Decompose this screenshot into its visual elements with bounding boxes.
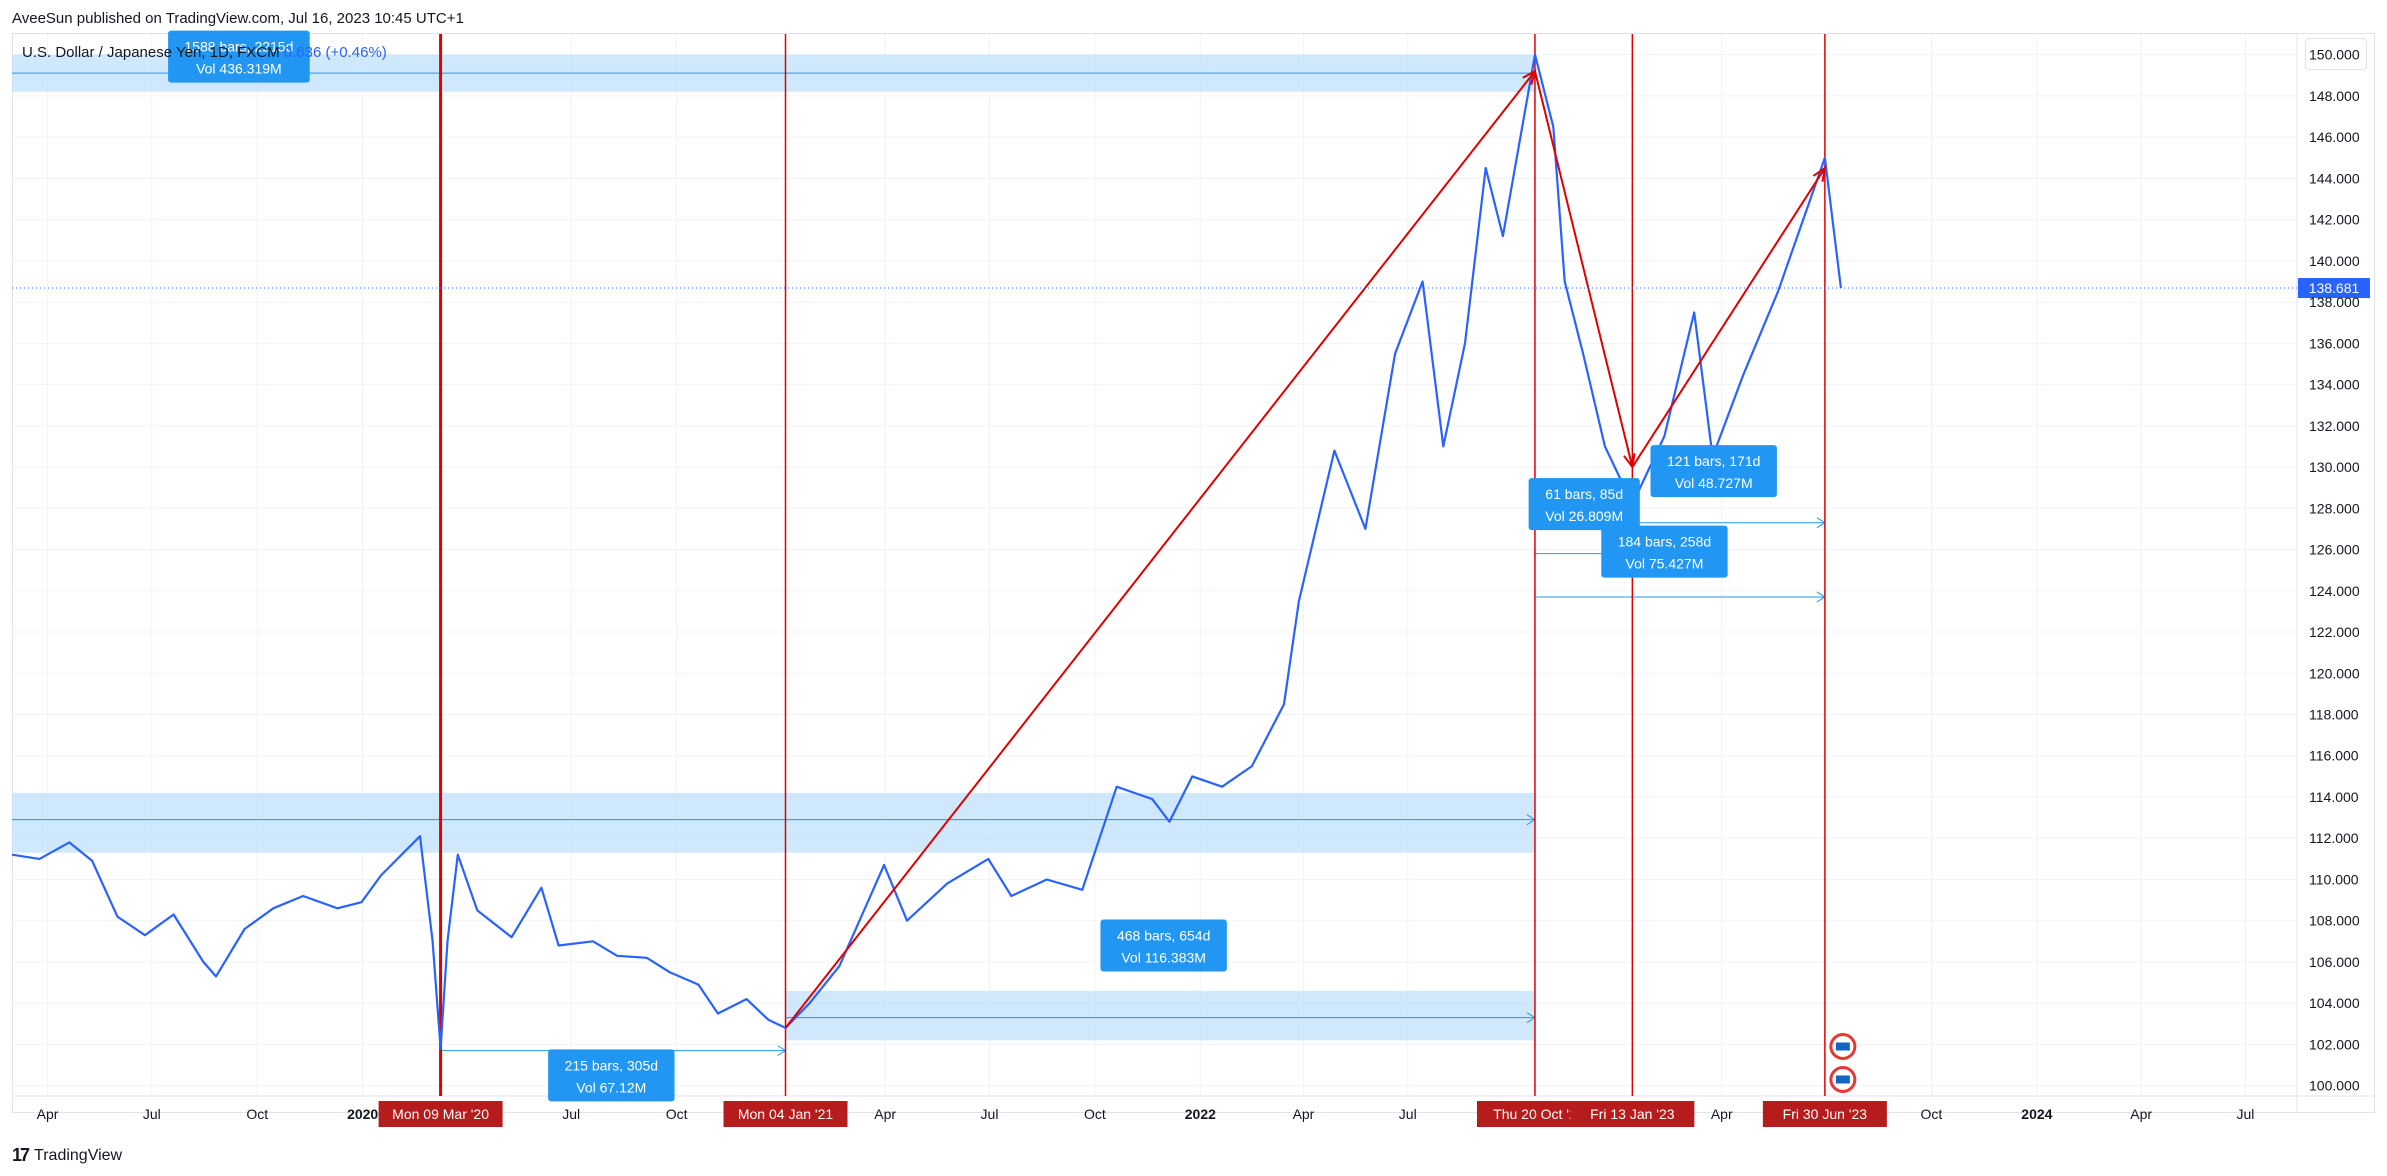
date-tag-label: Fri 30 Jun '23 <box>1783 1106 1868 1122</box>
publish-info: AveeSun published on TradingView.com, Ju… <box>12 10 464 27</box>
x-tick-label: 2020 <box>347 1106 378 1122</box>
y-tick-label: 104.000 <box>2309 995 2360 1011</box>
y-tick-label: 112.000 <box>2309 830 2359 846</box>
x-tick-label: Oct <box>1921 1106 1943 1122</box>
symbol-name: U.S. Dollar / Japanese Yen, 1D, FXCM <box>22 44 280 61</box>
y-tick-label: 118.000 <box>2309 707 2359 723</box>
date-tag <box>1570 1101 1695 1127</box>
measure-label-vol: Vol 67.12M <box>576 1079 646 1095</box>
trend-arrowhead <box>1812 165 1827 183</box>
y-tick-label: 144.000 <box>2309 170 2360 186</box>
measure-label-box <box>168 30 310 83</box>
trend-arrowhead <box>1522 69 1537 85</box>
y-tick-label: 134.000 <box>2309 377 2360 393</box>
x-tick-label: Jul <box>981 1106 999 1122</box>
y-tick-label: 114.000 <box>2309 789 2359 805</box>
trend-line <box>1631 167 1826 468</box>
x-tick-label: Apr <box>1711 1106 1733 1122</box>
date-tag <box>1762 1101 1887 1127</box>
range-box <box>12 792 1535 853</box>
measure-label-box <box>1601 525 1728 578</box>
x-tick-label: Apr <box>37 1106 59 1122</box>
date-tag-label: Thu 20 Oct '2 <box>1493 1106 1577 1122</box>
measure-label-box <box>1650 445 1777 498</box>
y-tick-label: 108.000 <box>2309 913 2360 929</box>
x-tick-label: 2024 <box>2021 1106 2052 1122</box>
x-tick-label: 2022 <box>1185 1106 1216 1122</box>
date-tag-label: Mon 09 Mar '20 <box>392 1106 489 1122</box>
y-tick-label: 140.000 <box>2309 253 2360 269</box>
y-tick-label: 122.000 <box>2309 624 2360 640</box>
y-tick-label: 142.000 <box>2309 212 2360 228</box>
y-tick-label: 110.000 <box>2309 871 2359 887</box>
date-tag <box>378 1101 503 1127</box>
measure-label-bars: 215 bars, 305d <box>565 1057 658 1073</box>
y-tick-label: 136.000 <box>2309 335 2360 351</box>
y-tick-label: 148.000 <box>2309 88 2360 104</box>
measure-label-bars: 468 bars, 654d <box>1117 927 1210 943</box>
y-tick-label: 124.000 <box>2309 583 2360 599</box>
measure-label-bars: 121 bars, 171d <box>1667 453 1760 469</box>
measure-label-box <box>548 1049 675 1102</box>
y-tick-label: 126.000 <box>2309 542 2360 558</box>
measure-label-bars: 1588 bars, 2215d <box>184 39 293 55</box>
range-box <box>785 990 1535 1041</box>
y-tick-label: 102.000 <box>2309 1036 2360 1052</box>
x-tick-label: Oct <box>666 1106 688 1122</box>
x-tick-label: Apr <box>2130 1106 2152 1122</box>
y-tick-label: 116.000 <box>2309 748 2359 764</box>
measure-label-vol: Vol 48.727M <box>1675 475 1753 491</box>
x-tick-label: Jul <box>562 1106 580 1122</box>
measure-label-bars: 61 bars, 85d <box>1545 486 1623 502</box>
y-tick-label: 120.000 <box>2309 665 2360 681</box>
y-tick-label: 100.000 <box>2309 1078 2360 1094</box>
x-tick-label: Jul <box>143 1106 161 1122</box>
trend-line <box>1533 70 1634 468</box>
date-tag-label: Mon 04 Jan '21 <box>738 1106 834 1122</box>
measure-label-box <box>1528 478 1640 531</box>
y-tick-label: 106.000 <box>2309 954 2360 970</box>
date-tag <box>723 1101 848 1127</box>
date-tag-label: Fri 13 Jan '23 <box>1590 1106 1675 1122</box>
measure-label-bars: 184 bars, 258d <box>1618 534 1711 550</box>
measure-label-vol: Vol 26.809M <box>1545 508 1623 524</box>
chart-settings-button[interactable] <box>2305 38 2367 70</box>
y-tick-label: 146.000 <box>2309 129 2360 145</box>
measure-label-vol: Vol 75.427M <box>1626 556 1704 572</box>
measure-label-box <box>1100 919 1227 972</box>
y-tick-label: 132.000 <box>2309 418 2360 434</box>
x-tick-label: Jul <box>2236 1106 2254 1122</box>
brand-name: TradingView <box>34 1146 123 1164</box>
last-price-label: 138.681 <box>2309 280 2360 296</box>
y-tick-label: 138.000 <box>2309 294 2360 310</box>
x-tick-label: Jul <box>1399 1106 1417 1122</box>
x-tick-label: Oct <box>246 1106 268 1122</box>
x-tick-label: Apr <box>1293 1106 1315 1122</box>
trend-line <box>784 70 1536 1029</box>
y-tick-label: 128.000 <box>2309 500 2360 516</box>
x-tick-label: Apr <box>874 1106 896 1122</box>
y-tick-label: 130.000 <box>2309 459 2360 475</box>
x-tick-label: Oct <box>1084 1106 1106 1122</box>
chart-frame <box>12 33 2375 1113</box>
flag-stripe <box>1835 1075 1850 1084</box>
measure-label-vol: Vol 116.383M <box>1121 949 1206 965</box>
last-price-badge <box>2298 278 2370 299</box>
price-change: 0.636 (+0.46%) <box>283 44 387 61</box>
y-tick-label: 150.000 <box>2309 47 2360 63</box>
measure-label-vol: Vol 436.319M <box>196 61 282 77</box>
symbol-legend[interactable]: U.S. Dollar / Japanese Yen, 1D, FXCM 0.6… <box>22 44 387 61</box>
tradingview-footer[interactable]: 17 TradingView <box>12 1145 122 1166</box>
tv-logo-icon: 17 <box>12 1145 30 1165</box>
flag-stripe <box>1835 1042 1850 1051</box>
